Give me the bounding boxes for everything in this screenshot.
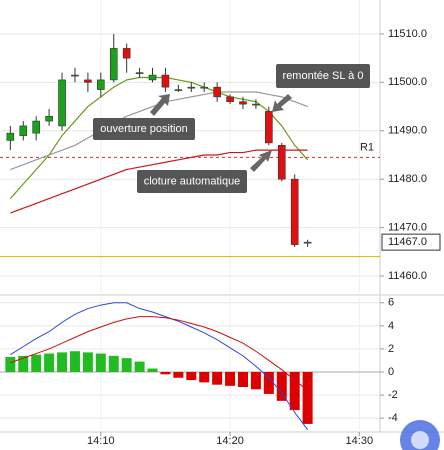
y-tick-label: 11480.0	[388, 173, 427, 185]
y-tick-label: -2	[388, 389, 398, 401]
y-tick-label: 11510.0	[388, 28, 427, 40]
macd-line	[10, 316, 308, 391]
histogram-bar	[57, 352, 68, 372]
histogram-bar	[69, 351, 80, 372]
annotation-box	[93, 118, 195, 140]
histogram-bar	[263, 372, 274, 394]
candle-body	[213, 86, 221, 98]
candle-body	[71, 74, 79, 77]
histogram-bar	[95, 353, 106, 372]
histogram-bar	[160, 372, 171, 375]
x-tick-label: 14:30	[346, 435, 374, 447]
annotation-box	[137, 170, 247, 193]
candle-body	[303, 241, 312, 244]
floating-button-icon	[411, 431, 429, 449]
level-label: R1	[360, 141, 374, 153]
last-price-label: 11467.0	[388, 236, 427, 248]
annotation-text: remontée SL à 0	[283, 70, 364, 82]
moving-average	[10, 149, 308, 214]
candle-body	[45, 115, 53, 122]
y-tick-label: 11490.0	[388, 125, 427, 137]
annotation-box	[276, 64, 370, 88]
histogram-bar	[5, 357, 16, 372]
annotation-text: ouverture position	[100, 123, 187, 135]
last-price-box	[381, 233, 441, 251]
histogram-bar	[147, 368, 158, 372]
arrow	[150, 94, 170, 116]
histogram-bar	[186, 372, 197, 381]
candle-body	[122, 48, 131, 59]
candle-body	[58, 79, 66, 127]
y-tick-label: 11500.0	[388, 76, 427, 88]
y-tick-label: -4	[388, 412, 398, 424]
histogram-bar	[82, 352, 93, 372]
moving-average	[9, 76, 309, 199]
candle-body	[19, 125, 28, 136]
x-tick-label: 14:20	[216, 435, 244, 447]
candle-body	[148, 74, 157, 81]
histogram-bar	[276, 372, 287, 401]
histogram-bar	[31, 354, 42, 372]
y-tick-label: 2	[388, 343, 394, 355]
y-tick-label: 0	[388, 366, 394, 378]
histogram-bar	[44, 353, 55, 372]
histogram-bar	[212, 372, 223, 385]
histogram-bar	[250, 372, 261, 390]
candle-body	[265, 111, 273, 144]
y-tick-label: 11460.0	[388, 270, 427, 282]
candle-body	[32, 120, 40, 134]
candle-body	[161, 74, 170, 88]
candle-body	[290, 178, 299, 245]
annotation-text: cloture automatique	[144, 175, 241, 187]
y-tick-label: 4	[388, 320, 394, 332]
candle-body	[239, 101, 247, 105]
macd-line	[10, 302, 309, 430]
y-tick-label: 6	[388, 297, 394, 309]
histogram-bar	[289, 372, 300, 411]
candle-body	[84, 79, 92, 83]
histogram-bar	[121, 358, 132, 372]
candle-body	[6, 132, 15, 141]
candle-body	[277, 144, 286, 180]
candle-body	[226, 96, 234, 103]
candle-body	[252, 103, 260, 106]
candle-body	[174, 89, 183, 91]
y-tick-label: 11470.0	[388, 222, 427, 234]
candle-body	[187, 86, 196, 89]
arrow	[272, 94, 292, 112]
histogram-bar	[108, 355, 119, 372]
arrow	[250, 150, 272, 172]
histogram-bar	[173, 372, 184, 378]
histogram-bar	[302, 372, 313, 424]
histogram-bar	[134, 361, 145, 372]
histogram-bar	[225, 372, 236, 386]
histogram-bar	[237, 372, 248, 387]
histogram-bar	[199, 372, 210, 383]
histogram-bar	[18, 355, 29, 372]
candle-body	[200, 86, 209, 89]
candle-body	[135, 72, 144, 74]
x-tick-label: 14:10	[87, 435, 115, 447]
candle-body	[109, 48, 118, 81]
candle-body	[97, 79, 105, 90]
